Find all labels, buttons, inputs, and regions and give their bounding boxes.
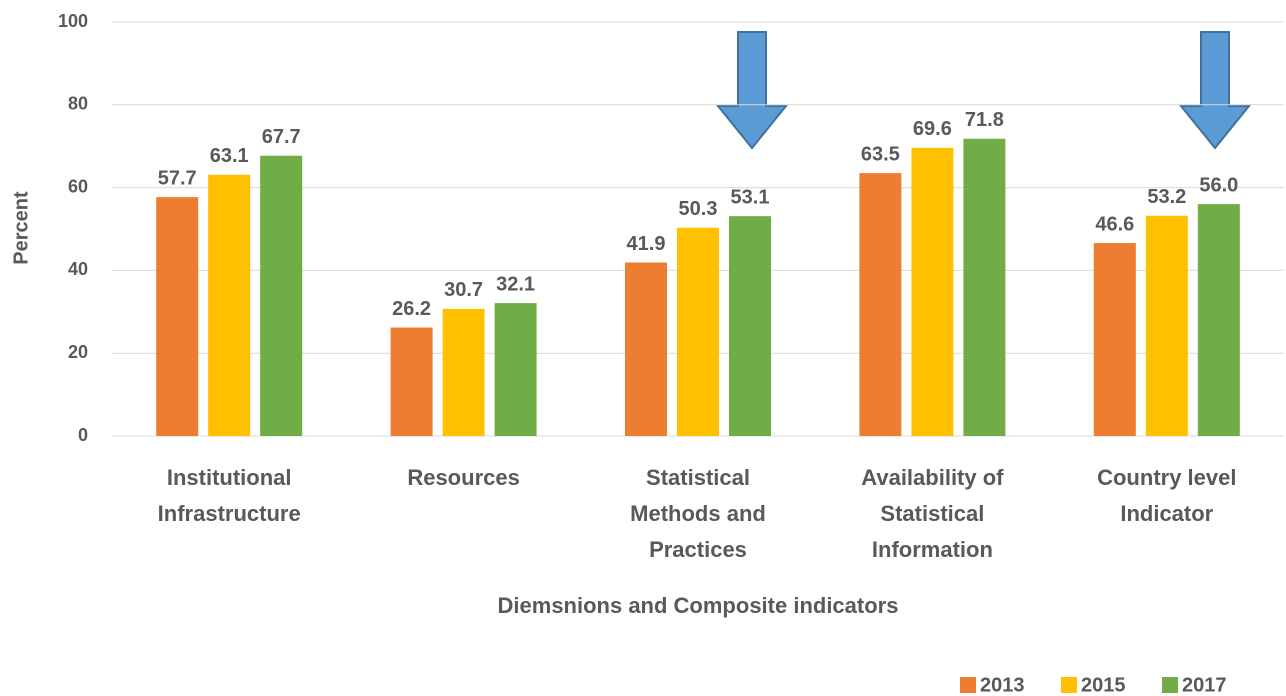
legend-swatch — [1162, 677, 1178, 693]
bar — [911, 147, 954, 436]
bar — [1197, 204, 1240, 436]
bar — [625, 262, 667, 436]
y-tick-label: 0 — [78, 425, 88, 445]
x-tick-label: Methods and — [630, 501, 766, 526]
data-label: 69.6 — [913, 118, 952, 140]
data-label: 32.1 — [496, 273, 535, 295]
data-label: 53.2 — [1147, 186, 1186, 208]
x-tick-label: Availability of — [861, 465, 1004, 490]
x-tick-label: Statistical — [880, 501, 984, 526]
bar — [729, 216, 771, 436]
bar — [156, 197, 199, 436]
y-tick-label: 40 — [68, 259, 88, 279]
data-label: 26.2 — [392, 298, 431, 320]
bar — [260, 155, 303, 437]
x-tick-label: Indicator — [1120, 501, 1213, 526]
legend-label: 2015 — [1081, 674, 1126, 696]
data-label: 67.7 — [262, 126, 301, 148]
data-label: 53.1 — [731, 186, 770, 208]
data-label: 41.9 — [627, 233, 666, 255]
data-label: 63.5 — [861, 143, 900, 165]
legend-label: 2017 — [1182, 674, 1227, 696]
bar — [494, 303, 537, 436]
data-label: 56.0 — [1199, 174, 1238, 196]
bar — [963, 138, 1006, 437]
data-label: 57.7 — [158, 167, 197, 189]
x-tick-label: Infrastructure — [158, 501, 301, 526]
y-tick-label: 100 — [58, 11, 88, 31]
bar — [208, 174, 251, 437]
y-tick-label: 80 — [68, 94, 88, 114]
bar — [859, 173, 902, 437]
data-label: 50.3 — [679, 198, 718, 220]
legend-swatch — [1061, 677, 1077, 693]
arrow — [1178, 31, 1252, 150]
x-tick-label: Statistical — [646, 465, 750, 490]
data-label: 46.6 — [1095, 213, 1134, 235]
legend-label: 2013 — [980, 674, 1025, 696]
x-tick-label: Resources — [407, 465, 520, 490]
y-axis-label: Percent — [10, 191, 32, 265]
x-tick-label: Country level — [1097, 465, 1236, 490]
bar — [390, 327, 433, 436]
bar — [1093, 243, 1136, 436]
data-label: 30.7 — [444, 279, 483, 301]
legend-swatch — [960, 677, 976, 693]
x-tick-label: Practices — [649, 537, 747, 562]
arrow — [715, 31, 789, 150]
bar — [1145, 215, 1188, 436]
data-label: 71.8 — [965, 109, 1004, 131]
bar — [677, 227, 719, 436]
x-tick-label: Institutional — [167, 465, 292, 490]
y-tick-label: 20 — [68, 342, 88, 362]
x-tick-label: Information — [872, 537, 993, 562]
y-tick-label: 60 — [68, 176, 88, 196]
bar — [442, 308, 485, 436]
data-label: 63.1 — [210, 145, 249, 167]
x-axis-label: Diemsnions and Composite indicators — [498, 593, 899, 618]
